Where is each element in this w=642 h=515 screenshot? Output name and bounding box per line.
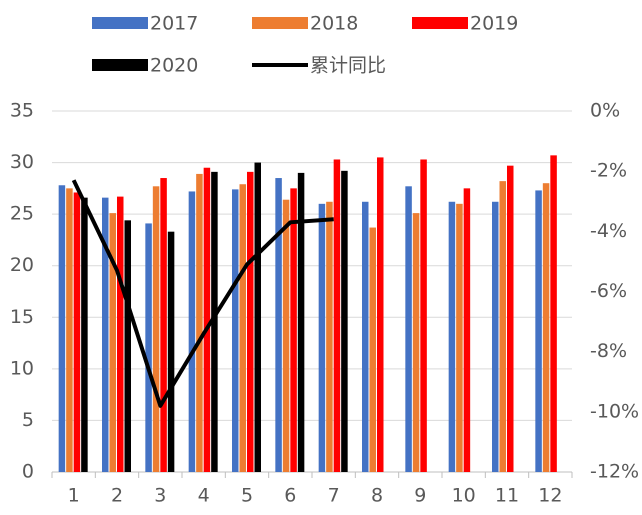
bar xyxy=(377,157,384,472)
bar xyxy=(211,171,218,472)
bar xyxy=(124,220,131,472)
x-tick-label: 9 xyxy=(414,485,426,507)
bar xyxy=(318,203,326,473)
legend-label: 2018 xyxy=(310,13,358,35)
y2-tick-label: -2% xyxy=(590,160,627,182)
legend-swatch xyxy=(92,59,148,71)
y2-tick-label: -10% xyxy=(590,400,639,422)
x-tick-label: 6 xyxy=(284,485,296,507)
bar xyxy=(456,203,463,473)
bar xyxy=(362,201,369,472)
bar xyxy=(66,188,73,472)
x-tick-label: 3 xyxy=(154,485,166,507)
x-tick-label: 1 xyxy=(68,485,80,507)
y-tick-label: 20 xyxy=(10,254,34,276)
x-tick-label: 10 xyxy=(452,485,476,507)
y-tick-label: 25 xyxy=(10,203,34,225)
legend-label: 2017 xyxy=(150,13,198,35)
bar xyxy=(152,186,160,472)
x-tick-label: 2 xyxy=(111,485,123,507)
y-tick-label: 0 xyxy=(22,461,34,483)
bar xyxy=(81,197,88,472)
bar xyxy=(369,227,376,472)
y2-tick-label: -6% xyxy=(590,280,627,302)
y2-tick-label: 0% xyxy=(590,100,620,122)
bar xyxy=(326,201,333,472)
bar xyxy=(420,159,427,472)
bar xyxy=(290,188,297,472)
y-tick-label: 10 xyxy=(10,357,34,379)
y2-tick-label: -8% xyxy=(590,340,627,362)
bar xyxy=(73,192,81,473)
y2-tick-label: -4% xyxy=(590,220,627,242)
y2-tick-label: -12% xyxy=(590,461,639,483)
bar xyxy=(145,223,152,472)
bar xyxy=(412,213,420,472)
bar xyxy=(247,171,254,472)
bar xyxy=(542,183,550,472)
legend-swatch xyxy=(412,17,468,29)
y-tick-label: 35 xyxy=(10,100,34,122)
bar xyxy=(117,196,124,472)
bar xyxy=(405,186,412,472)
bar xyxy=(239,184,246,472)
y-tick-label: 5 xyxy=(22,409,34,431)
bar xyxy=(550,155,557,472)
bar xyxy=(507,165,514,472)
bar xyxy=(196,173,203,472)
legend-label: 2019 xyxy=(470,13,518,35)
bar xyxy=(535,190,542,473)
legend-swatch xyxy=(92,17,148,29)
line xyxy=(71,179,334,408)
bar xyxy=(109,213,116,472)
bar xyxy=(58,185,66,472)
x-tick-label: 12 xyxy=(538,485,562,507)
y-tick-label: 30 xyxy=(10,151,34,173)
x-tick-label: 5 xyxy=(241,485,253,507)
y-tick-label: 15 xyxy=(10,306,34,328)
bar xyxy=(254,162,261,473)
bar xyxy=(282,199,290,472)
bar xyxy=(203,167,211,472)
x-tick-label: 8 xyxy=(371,485,383,507)
bar xyxy=(341,170,348,472)
bar xyxy=(167,231,175,472)
x-tick-label: 4 xyxy=(198,485,210,507)
bar xyxy=(492,201,499,472)
bar xyxy=(232,189,239,473)
bar xyxy=(463,188,471,472)
bar xyxy=(297,172,305,472)
bar xyxy=(160,178,167,473)
bar xyxy=(448,201,456,472)
legend-swatch xyxy=(252,17,308,29)
x-tick-label: 11 xyxy=(495,485,519,507)
bar xyxy=(499,181,506,472)
bar xyxy=(102,197,109,472)
legend-label: 累计同比 xyxy=(310,55,386,77)
x-tick-label: 7 xyxy=(328,485,340,507)
legend-label: 2020 xyxy=(150,55,198,77)
bar xyxy=(188,191,196,473)
bar xyxy=(275,178,282,473)
bar xyxy=(333,159,341,472)
